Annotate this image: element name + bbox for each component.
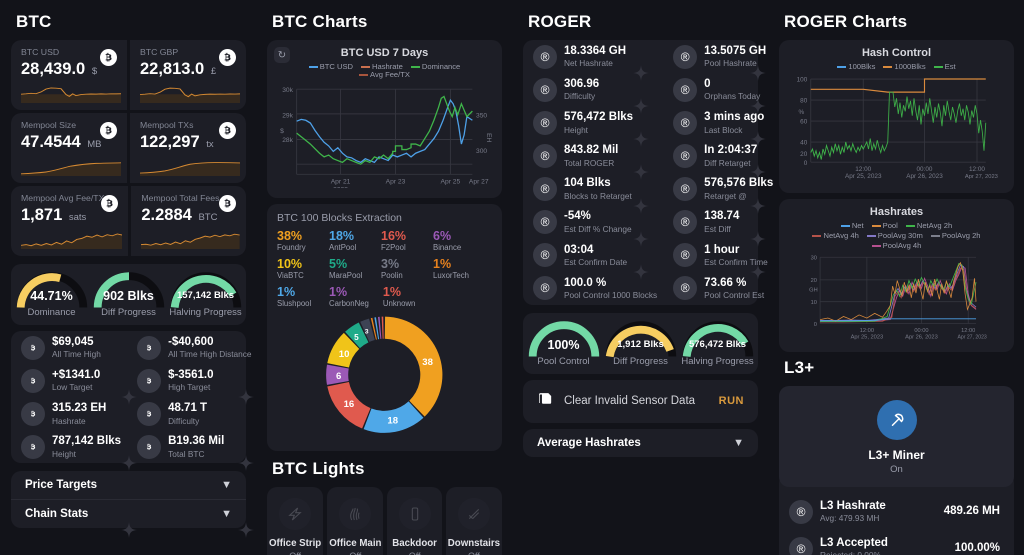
svg-text:Apr 23: Apr 23	[386, 178, 406, 185]
svg-text:300: 300	[476, 148, 487, 155]
svg-text:Apr 27, 2023: Apr 27, 2023	[957, 334, 986, 340]
svg-text:00:00: 00:00	[917, 166, 933, 173]
svg-text:%: %	[799, 109, 805, 116]
svg-text:6: 6	[336, 371, 341, 382]
svg-text:GH: GH	[809, 288, 818, 294]
svg-text:38: 38	[422, 357, 433, 368]
svg-text:Apr 26, 2023: Apr 26, 2023	[905, 334, 938, 340]
svg-text:12:00: 12:00	[961, 328, 975, 334]
svg-text:Apr 26, 2023: Apr 26, 2023	[906, 173, 943, 180]
svg-text:10: 10	[339, 349, 350, 360]
svg-text:29k: 29k	[282, 113, 293, 120]
svg-text:0: 0	[814, 322, 817, 328]
svg-text:350: 350	[476, 113, 487, 120]
svg-text:0: 0	[804, 160, 808, 167]
svg-text:Apr 21: Apr 21	[331, 178, 351, 185]
svg-text:3: 3	[365, 329, 369, 336]
svg-text:16: 16	[344, 399, 355, 410]
svg-text:2023: 2023	[333, 187, 348, 188]
svg-text:100: 100	[797, 77, 808, 84]
svg-text:Apr 27: Apr 27	[469, 178, 489, 185]
svg-text:60: 60	[800, 119, 808, 126]
svg-text:00:00: 00:00	[914, 328, 928, 334]
svg-text:28k: 28k	[282, 137, 293, 144]
svg-text:Apr 25, 2023: Apr 25, 2023	[845, 173, 882, 180]
svg-text:Apr 25: Apr 25	[441, 178, 461, 185]
svg-text:20: 20	[800, 151, 808, 158]
svg-text:40: 40	[800, 140, 808, 147]
svg-text:30: 30	[811, 256, 817, 262]
svg-text:EH: EH	[485, 133, 492, 142]
svg-text:Apr 27, 2023: Apr 27, 2023	[965, 174, 998, 180]
svg-text:20: 20	[811, 278, 817, 284]
svg-text:12:00: 12:00	[855, 166, 871, 173]
svg-text:12:00: 12:00	[860, 328, 874, 334]
svg-text:30k: 30k	[282, 87, 293, 94]
svg-text:10: 10	[811, 300, 817, 306]
svg-text:Apr 25, 2023: Apr 25, 2023	[851, 334, 884, 340]
svg-text:12:00: 12:00	[969, 166, 985, 173]
svg-text:18: 18	[387, 415, 398, 426]
svg-text:5: 5	[354, 333, 359, 342]
svg-text:$: $	[280, 128, 284, 135]
svg-text:80: 80	[800, 98, 808, 105]
